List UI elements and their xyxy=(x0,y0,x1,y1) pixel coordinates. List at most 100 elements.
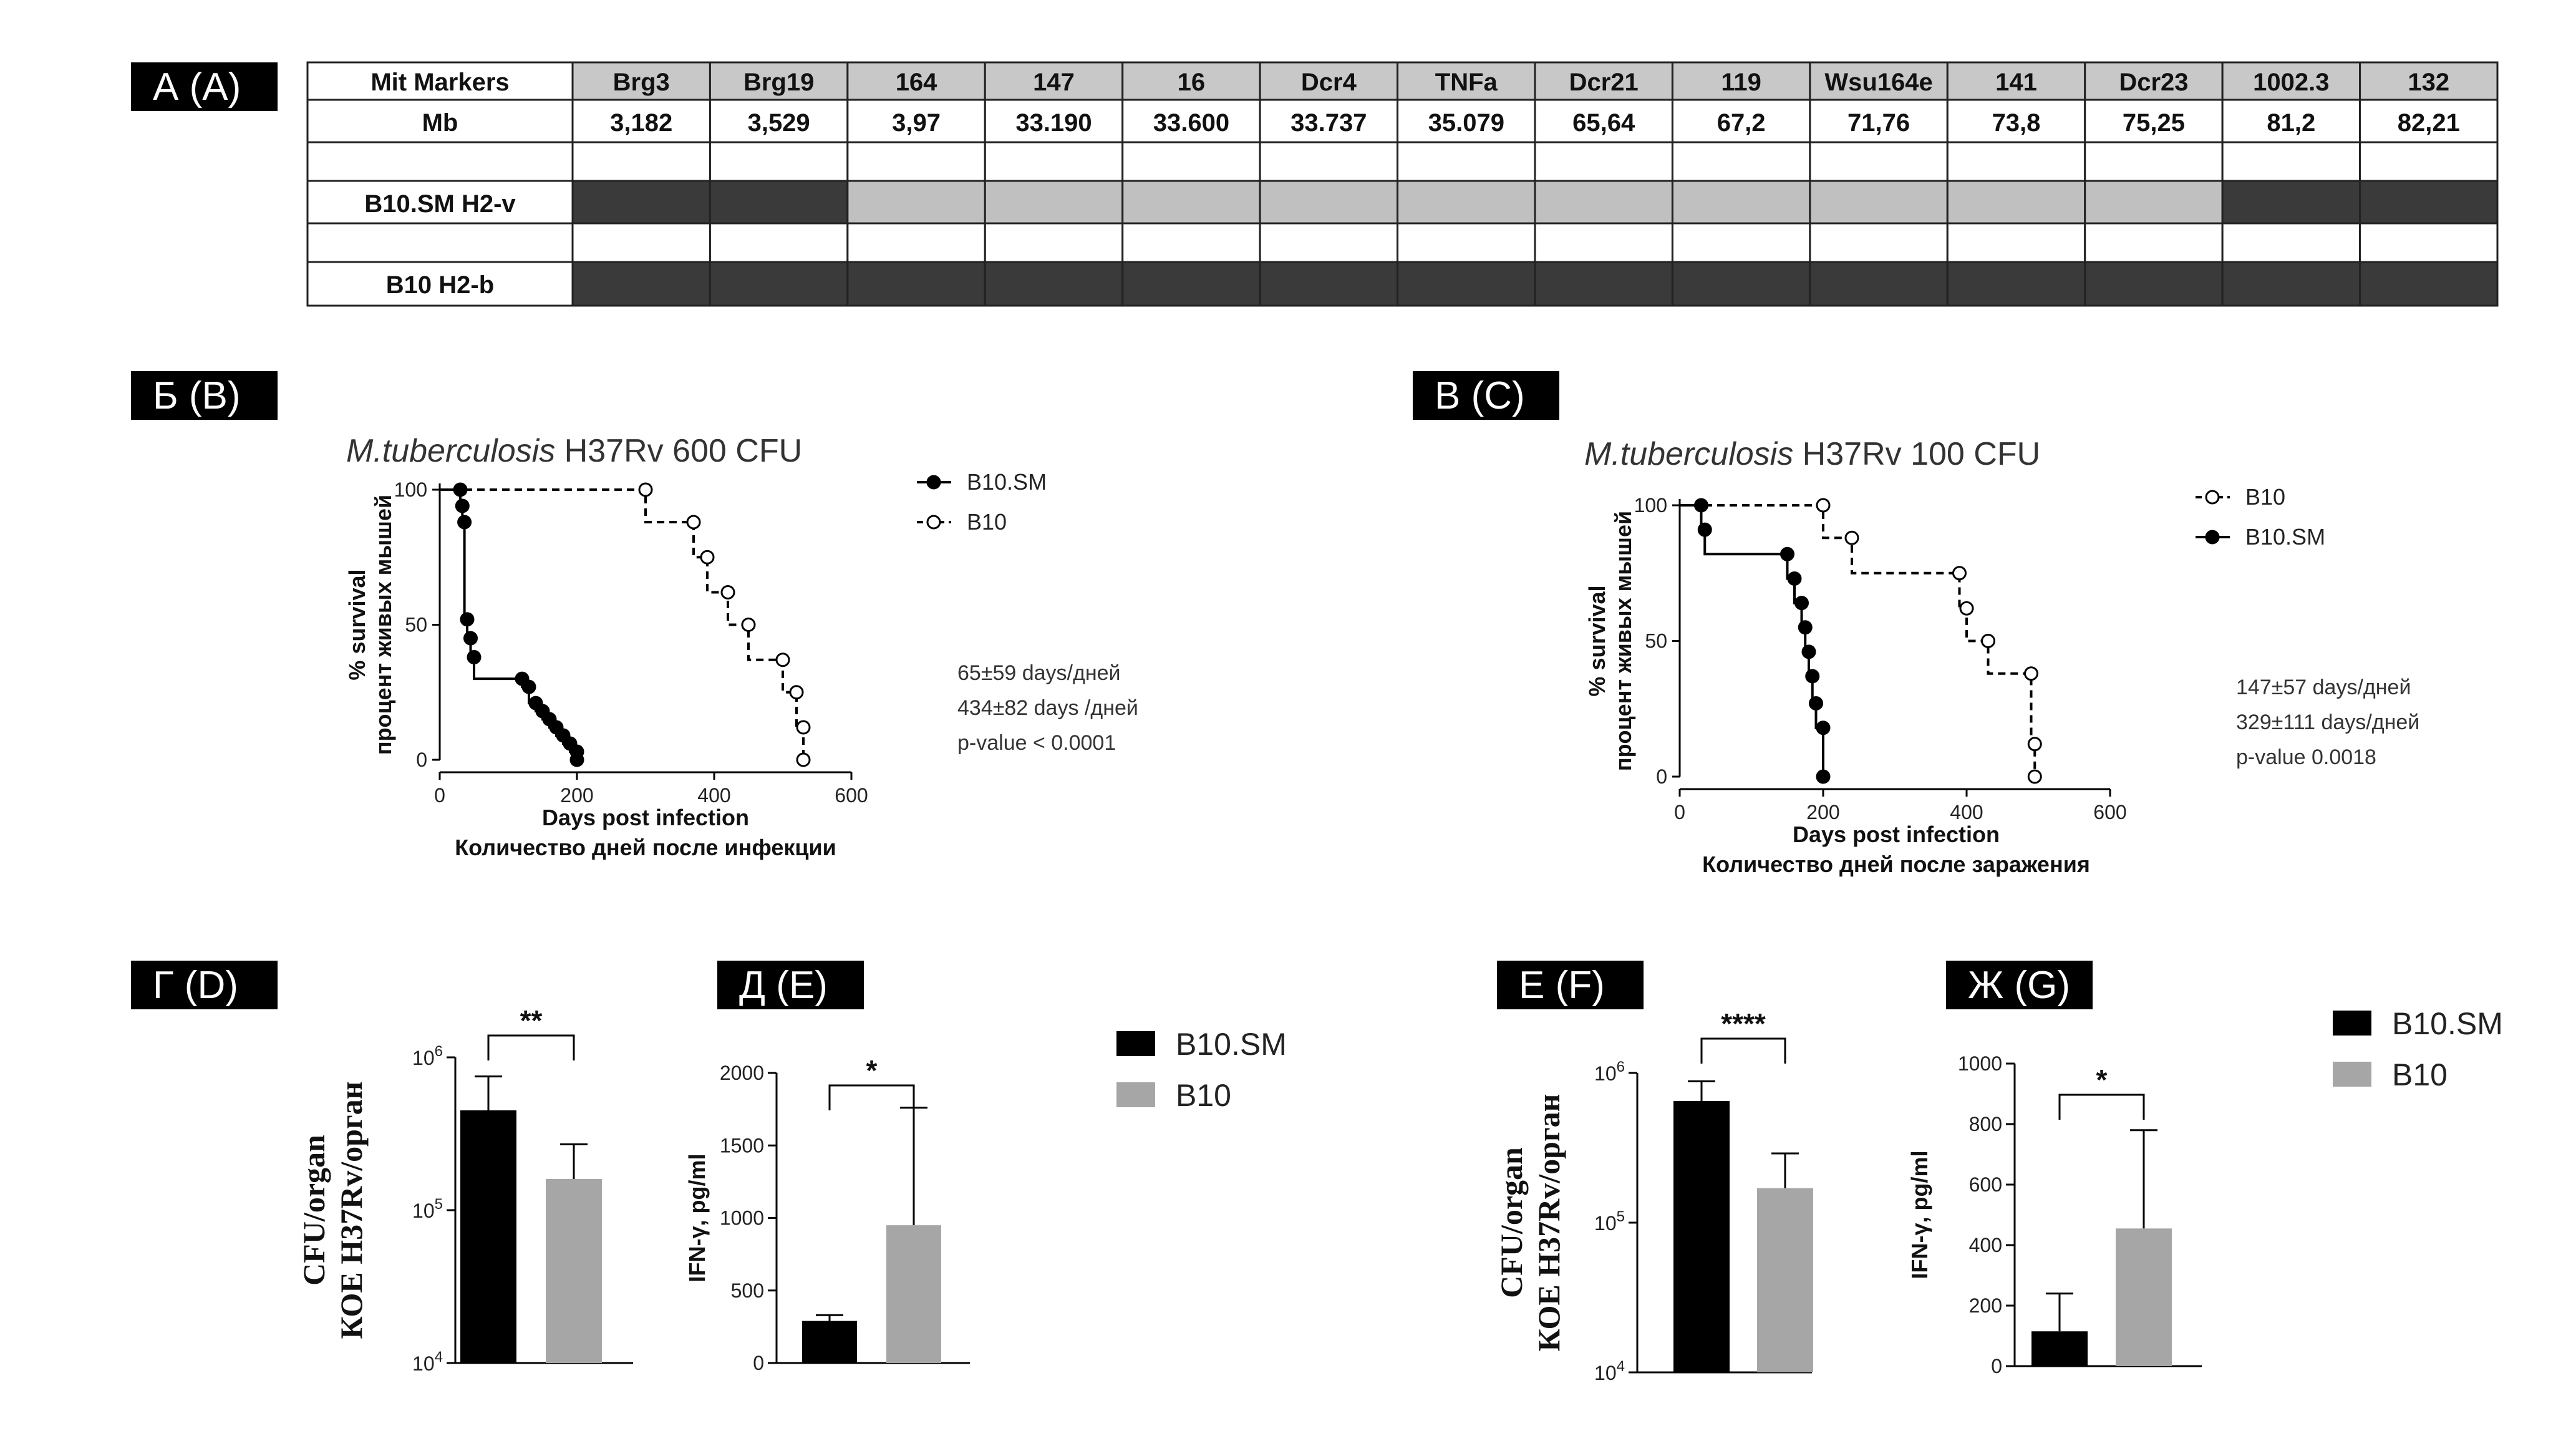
table-cell xyxy=(571,261,711,307)
significance-bracket xyxy=(1700,1037,1786,1064)
table-cell xyxy=(1946,222,2086,263)
data-point xyxy=(1952,566,1967,581)
table-cell xyxy=(846,222,986,263)
x-tick-label: 200 xyxy=(560,784,593,807)
bar-b10sm xyxy=(2031,1331,2088,1366)
table-row-header-cell xyxy=(306,99,574,143)
table-cell xyxy=(2359,141,2499,182)
legend-label: B10 xyxy=(2392,1057,2448,1092)
table-cell xyxy=(709,261,849,307)
survival-chart-600cfu: 0 50 100 0 200 400 600 M.tuberculosis H37Rv 600… xyxy=(344,433,1138,860)
ifn-bar-chart-e: 0 500 1000 1500 2000 * IFN-γ, pg/ml xyxy=(684,1054,970,1374)
data-point xyxy=(796,720,811,735)
significance-label: * xyxy=(866,1054,878,1087)
table-cell xyxy=(984,261,1124,307)
table-cell xyxy=(1671,180,1811,225)
table-mb-value: 33.600 xyxy=(1153,109,1229,137)
table-marker-name: Brg3 xyxy=(613,69,670,96)
x-tick-label: 400 xyxy=(697,784,730,807)
svg-text:Д (E): Д (E) xyxy=(739,964,828,1007)
table-cell xyxy=(1259,99,1399,143)
table-cell xyxy=(709,222,849,263)
y-tick-label: 0 xyxy=(1656,765,1667,788)
data-point xyxy=(467,649,482,664)
y-tick-label: 2000 xyxy=(720,1062,764,1084)
survival-chart-100cfu: 0 50 100 0 200 400 600 M.tuberculosis H37Rv 100… xyxy=(1584,436,2419,877)
table-cell xyxy=(1946,261,2086,307)
legend-marker xyxy=(926,515,941,530)
data-point xyxy=(463,631,478,646)
panel-label-a: А (A) xyxy=(131,62,278,111)
data-point xyxy=(1805,669,1820,684)
table-row-header-cell xyxy=(306,261,574,307)
data-point xyxy=(2027,737,2042,752)
table-cell xyxy=(1809,141,1949,182)
table-cell xyxy=(1946,180,2086,225)
legend-marker xyxy=(2205,530,2220,545)
legend-marker xyxy=(926,475,941,490)
y-tick-label: 400 xyxy=(1969,1234,2002,1256)
table-mb-value: 3,529 xyxy=(748,109,810,137)
y-axis-label: CFU/organ xyxy=(296,1135,331,1286)
table-cell xyxy=(1671,222,1811,263)
table-marker-name: TNFa xyxy=(1435,69,1498,96)
y-tick-label: 104 xyxy=(1594,1358,1625,1384)
data-point xyxy=(457,515,472,530)
y-axis-label-ru: КОЕ H37Rv/орган xyxy=(334,1082,369,1339)
y-tick-label: 50 xyxy=(1645,630,1667,652)
y-tick-label: 0 xyxy=(416,749,427,771)
table-marker-name: 132 xyxy=(2408,69,2449,96)
table-mb-value: 82,21 xyxy=(2398,109,2460,137)
x-tick-label: 600 xyxy=(2093,801,2126,823)
data-point xyxy=(1801,644,1816,659)
cfu-bar-chart-f: 104 105 106 **** CFU/organ КОЕ H37Rv/орган xyxy=(1494,1007,1813,1384)
table-cell xyxy=(1671,261,1811,307)
data-point xyxy=(638,482,653,497)
significance-bracket xyxy=(2058,1094,2145,1120)
svg-text:Г (D): Г (D) xyxy=(153,964,238,1007)
y-axis-label-ru: процент живых мышей xyxy=(370,495,396,755)
y-axis-label: IFN-γ, pg/ml xyxy=(1907,1151,1932,1279)
svg-text:А (A): А (A) xyxy=(153,65,241,109)
table-cell xyxy=(2359,180,2499,225)
table-mb-value: 67,2 xyxy=(1717,109,1766,137)
data-point xyxy=(2027,769,2042,784)
table-cell xyxy=(846,261,986,307)
legend-label: B10.SM xyxy=(967,469,1047,495)
legend-marker xyxy=(2205,490,2220,505)
stat-text: 147±57 days/дней xyxy=(2236,676,2411,699)
y-axis-label: % survival xyxy=(1584,585,1610,696)
y-tick-label: 800 xyxy=(1969,1113,2002,1135)
table-cell xyxy=(1259,261,1399,307)
table-cell xyxy=(1946,61,2086,101)
y-tick-label: 500 xyxy=(731,1279,764,1302)
legend-label: B10.SM xyxy=(2392,1006,2503,1041)
legend-label: B10 xyxy=(967,509,1007,535)
y-tick-label: 106 xyxy=(1594,1059,1625,1085)
legend-swatch xyxy=(1116,1031,1155,1056)
table-cell xyxy=(1809,99,1949,143)
table-marker-name: 164 xyxy=(896,69,937,96)
table-cell xyxy=(2359,222,2499,263)
table-cell xyxy=(571,222,711,263)
legend-label: B10 xyxy=(1176,1078,1231,1113)
table-marker-name: 119 xyxy=(1721,69,1761,96)
table-mb-value: 3,182 xyxy=(610,109,672,137)
table-cell xyxy=(1397,99,1536,143)
table-cell xyxy=(1397,222,1536,263)
x-axis-label-ru: Количество дней после инфекции xyxy=(455,835,836,860)
y-tick-label: 600 xyxy=(1969,1173,2002,1196)
legend-swatch xyxy=(2333,1011,2371,1036)
stat-text: p-value 0.0018 xyxy=(2236,745,2376,769)
table-row-header-cell xyxy=(306,141,574,182)
data-point xyxy=(1694,498,1708,513)
cfu-bar-chart-d: 104 105 106 ** CFU/organ КОЕ H37Rv/орган xyxy=(296,1004,633,1375)
y-tick-label: 0 xyxy=(1991,1355,2002,1377)
data-point xyxy=(1981,634,1995,648)
bar-legend-left: B10.SM B10 xyxy=(1116,1027,1287,1113)
table-cell xyxy=(1259,222,1399,263)
table-cell xyxy=(1397,180,1536,225)
table-cell xyxy=(2084,141,2224,182)
stat-text: 65±59 days/дней xyxy=(957,661,1121,685)
